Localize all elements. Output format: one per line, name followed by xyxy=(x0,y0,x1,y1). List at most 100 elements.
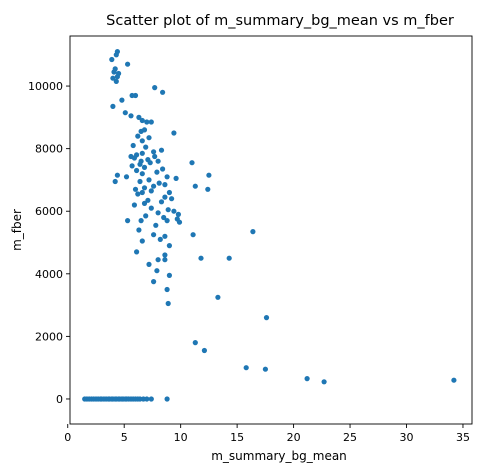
data-point xyxy=(151,183,157,189)
data-point xyxy=(151,149,157,155)
data-point xyxy=(138,218,144,224)
data-point xyxy=(164,286,170,293)
data-point xyxy=(135,191,141,197)
data-point xyxy=(137,161,143,167)
data-point xyxy=(162,194,168,200)
data-point xyxy=(114,172,120,178)
data-point xyxy=(141,200,148,206)
data-point xyxy=(263,315,270,321)
data-point xyxy=(146,177,152,183)
data-point xyxy=(144,119,150,125)
y-tick-label: 0 xyxy=(56,393,63,406)
data-point xyxy=(145,197,151,203)
data-point xyxy=(128,113,134,119)
data-point xyxy=(189,160,195,166)
data-point xyxy=(119,97,125,103)
data-point xyxy=(153,222,159,228)
data-point xyxy=(141,127,148,133)
data-point xyxy=(154,169,160,175)
data-point xyxy=(110,75,116,81)
data-point xyxy=(154,268,160,274)
data-point xyxy=(166,189,172,196)
data-point xyxy=(123,174,130,180)
x-tick-label: 0 xyxy=(64,431,71,444)
data-point xyxy=(175,211,181,217)
data-points xyxy=(82,49,457,402)
x-tick-label: 20 xyxy=(287,431,301,444)
data-point xyxy=(114,74,120,80)
data-point xyxy=(148,396,154,402)
data-point xyxy=(171,208,177,214)
data-point xyxy=(226,255,232,261)
x-tick-label: 15 xyxy=(230,431,244,444)
y-tick-label: 6000 xyxy=(35,205,63,218)
data-point xyxy=(201,347,207,354)
x-tick-label: 10 xyxy=(174,431,188,444)
data-point xyxy=(162,252,168,258)
data-point xyxy=(160,89,166,95)
data-point xyxy=(262,366,268,372)
data-point xyxy=(164,174,170,180)
x-tick-label: 35 xyxy=(456,431,470,444)
data-point xyxy=(139,171,145,177)
x-tick-label: 25 xyxy=(343,431,357,444)
data-point xyxy=(139,189,145,196)
data-point xyxy=(113,78,119,84)
data-point xyxy=(143,144,149,150)
plot-area-frame xyxy=(69,35,473,425)
data-point xyxy=(110,103,116,109)
data-point xyxy=(135,133,141,139)
data-point xyxy=(139,150,145,156)
data-point xyxy=(250,229,256,235)
data-point xyxy=(141,185,148,191)
data-point xyxy=(137,178,143,185)
data-point xyxy=(166,243,172,249)
data-point xyxy=(109,56,115,63)
data-point xyxy=(151,232,157,238)
data-point xyxy=(155,158,161,164)
data-point xyxy=(157,236,163,242)
y-axis-label: m_fber xyxy=(10,209,24,251)
data-point xyxy=(146,135,152,141)
data-point xyxy=(130,142,136,149)
data-point xyxy=(162,182,168,188)
data-point xyxy=(166,272,172,278)
data-point xyxy=(132,186,139,192)
data-point xyxy=(173,175,179,181)
data-point xyxy=(205,186,211,192)
data-point xyxy=(176,219,183,225)
data-point xyxy=(169,196,175,202)
y-tick-label: 2000 xyxy=(35,330,63,343)
data-point xyxy=(129,163,135,169)
data-point xyxy=(148,119,154,125)
data-point xyxy=(215,294,221,300)
data-point xyxy=(144,396,150,402)
data-point xyxy=(146,261,152,267)
y-tick-label: 10000 xyxy=(28,80,63,93)
data-point xyxy=(192,183,198,189)
data-point xyxy=(321,379,327,385)
data-point xyxy=(190,232,196,238)
data-point xyxy=(134,167,140,174)
data-point xyxy=(139,238,145,244)
data-point xyxy=(148,205,154,211)
data-point xyxy=(156,180,162,186)
data-point xyxy=(148,188,154,194)
data-point xyxy=(141,164,148,170)
data-point xyxy=(147,160,153,166)
data-point xyxy=(165,300,171,307)
data-point xyxy=(304,376,310,382)
data-point xyxy=(113,52,119,58)
data-point xyxy=(162,233,168,239)
data-point xyxy=(161,214,167,221)
data-point xyxy=(132,92,139,99)
x-tick-label: 30 xyxy=(400,431,414,444)
data-point xyxy=(151,279,157,285)
x-axis-ticks: 0 5 10 15 20 25 30 35 xyxy=(64,424,470,444)
data-point xyxy=(164,218,170,224)
data-point xyxy=(136,227,142,233)
data-point xyxy=(171,130,177,136)
data-point xyxy=(143,213,149,219)
